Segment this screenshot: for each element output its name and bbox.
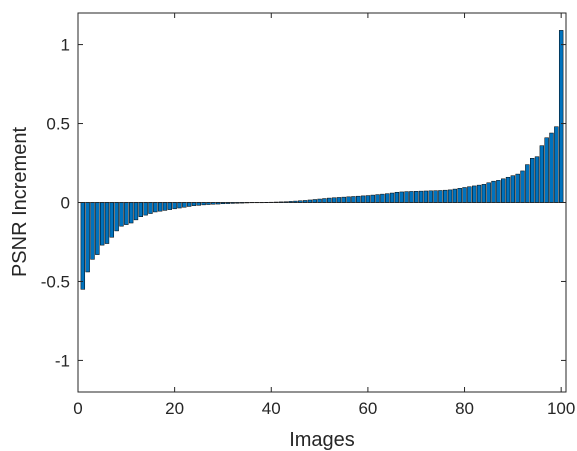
bar [399,191,404,203]
bar [385,193,390,203]
bar [157,202,163,212]
x-tick-label: 0 [73,399,82,418]
bar [520,170,525,203]
bar [360,195,366,203]
bar [95,202,100,255]
bar [356,195,361,203]
bar [409,191,414,203]
bar [80,202,86,290]
bar [351,196,356,203]
bar [491,180,496,203]
bar [433,190,438,203]
bar [486,182,491,203]
bar [90,202,95,260]
bar [99,202,105,246]
bar [544,137,549,203]
bar [317,198,322,203]
bar [370,194,375,203]
bar [510,175,516,203]
bar [124,202,129,225]
bar [172,202,177,210]
x-tick-label: 100 [547,399,575,418]
bar [539,145,545,203]
y-tick-label: -0.5 [41,272,70,291]
bar [138,202,144,217]
bar [307,199,313,203]
bar [525,164,530,203]
y-tick-label: 0.5 [46,115,70,134]
bar [114,202,119,232]
bar [336,197,342,203]
bar [404,191,409,203]
bar [418,190,424,203]
y-axis-label: PSNR Increment [9,127,31,277]
bar [457,188,462,203]
bar [496,180,501,203]
bar [428,190,433,203]
bar [462,187,467,203]
bar [505,176,511,203]
bar [380,193,385,203]
bar [327,197,332,203]
bar [85,202,90,273]
y-axis-ticks: -1 -0.5 0 0.5 1 [41,36,566,370]
bar [177,202,182,209]
y-tick-label: 0 [61,194,70,213]
bar [128,202,134,224]
bar [186,202,192,207]
bar [558,30,564,203]
bar [182,202,187,208]
bar [423,190,429,203]
bar [530,158,535,203]
bar [443,189,448,203]
bar [133,202,139,221]
bar [109,202,115,238]
bar [104,202,110,244]
y-tick-label: -1 [55,351,70,370]
y-tick-label: 1 [61,36,70,55]
bar [322,198,327,203]
x-tick-label: 20 [165,399,184,418]
x-axis-ticks: 0 20 40 60 80 100 [73,13,575,418]
bar [447,189,453,203]
bar [206,202,211,205]
bar [162,202,168,211]
bar [196,202,201,206]
bar [534,156,540,203]
bar [331,197,337,203]
bar [346,196,351,203]
x-axis-label: Images [289,429,355,451]
bar [501,178,506,203]
bar [472,185,477,203]
bar [148,202,153,214]
bar [554,126,559,203]
bar [452,188,458,203]
bar [302,200,308,203]
bar [375,194,380,203]
x-tick-label: 60 [358,399,377,418]
bar [191,202,197,206]
bar [143,202,148,216]
bar [312,199,317,203]
bar [549,132,554,203]
bar [341,196,346,203]
bar [481,184,487,203]
bar [201,202,206,206]
x-tick-label: 80 [455,399,474,418]
bar [153,202,158,213]
bar [119,202,124,227]
bar [167,202,172,210]
bar [467,186,472,203]
bar [438,190,443,203]
bar [476,184,482,203]
x-tick-label: 40 [262,399,281,418]
bar [414,191,419,203]
bar [394,191,400,203]
bar [515,173,520,203]
bar [365,195,371,203]
bar [389,192,395,203]
